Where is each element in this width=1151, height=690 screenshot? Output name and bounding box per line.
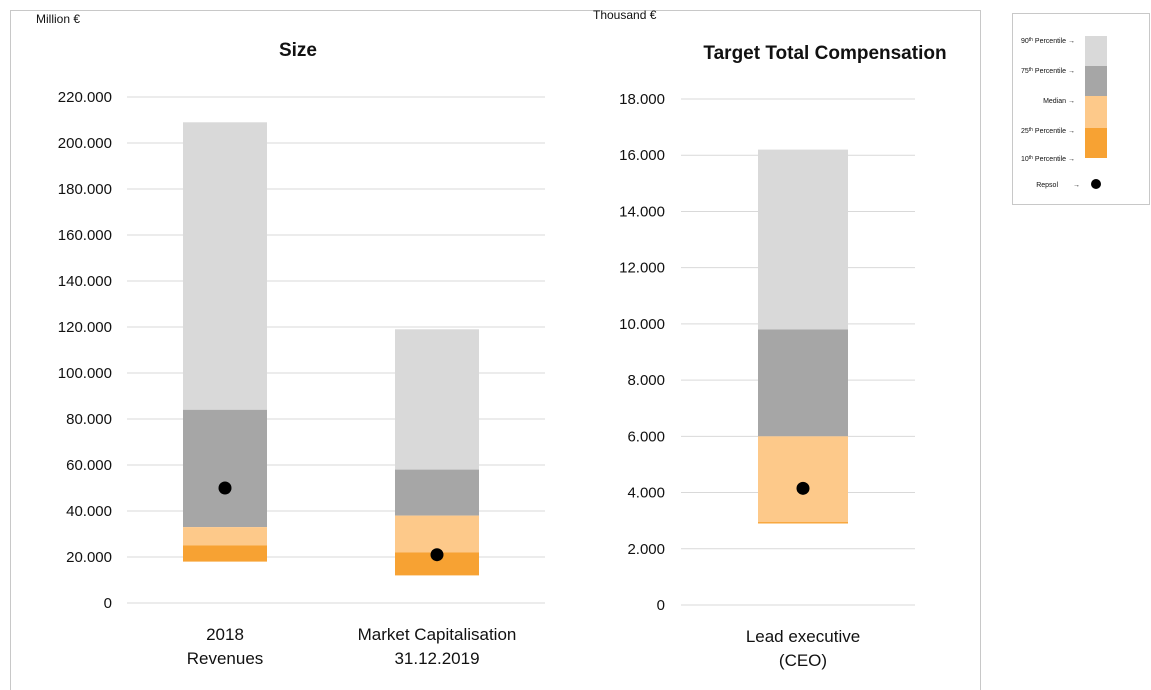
bar-median-p75-0-0 — [183, 409, 267, 528]
chart-title-0: Size — [279, 40, 317, 61]
y-tick-label-1-6: 12.000 — [619, 260, 665, 277]
legend-label-0: 90th Percentile → — [1021, 37, 1075, 45]
chart-title-1: Target Total Compensation — [703, 43, 946, 64]
bar-median-p75-0-1 — [395, 469, 479, 516]
category-label-1-0-0: Lead executive — [746, 627, 860, 646]
y-tick-label-0-4: 80.000 — [66, 411, 112, 428]
y-tick-label-0-8: 160.000 — [58, 227, 112, 244]
y-tick-label-0-9: 180.000 — [58, 181, 112, 198]
legend-swatch-0 — [1085, 36, 1107, 66]
y-tick-label-1-3: 6.000 — [627, 428, 665, 445]
y-tick-label-1-0: 0 — [657, 597, 665, 614]
y-tick-label-1-8: 16.000 — [619, 147, 665, 164]
bar-p25-median-1-0 — [758, 436, 848, 523]
legend-marker-label: Repsol — [1036, 182, 1058, 189]
y-tick-label-1-1: 2.000 — [627, 541, 665, 558]
y-tick-label-0-3: 60.000 — [66, 457, 112, 474]
legend-label-1: 75th Percentile → — [1021, 67, 1075, 75]
legend-marker-arrow: → — [1073, 182, 1080, 189]
legend-marker-dot — [1091, 179, 1101, 189]
bar-p25-median-0-0 — [183, 527, 267, 546]
category-label-0-0-0: 2018 — [206, 625, 244, 644]
repsol-marker-1-0 — [796, 481, 810, 495]
chart-frame — [10, 10, 981, 690]
y-tick-label-0-0: 0 — [104, 595, 112, 612]
y-tick-label-0-7: 140.000 — [58, 273, 112, 290]
y-axis-unit-1: Thousand € — [593, 8, 657, 22]
repsol-marker-0-1 — [430, 548, 444, 562]
legend-label-2: Median → — [1043, 98, 1075, 105]
y-tick-label-1-5: 10.000 — [619, 316, 665, 333]
legend-swatch-1 — [1085, 66, 1107, 96]
bar-p25-median-0-1 — [395, 515, 479, 553]
bar-median-p75-1-0 — [758, 329, 848, 437]
category-label-0-1-1: 31.12.2019 — [394, 649, 479, 668]
y-tick-label-0-1: 20.000 — [66, 549, 112, 566]
bar-p75-p90-1-0 — [758, 149, 848, 330]
repsol-marker-0-0 — [218, 481, 232, 495]
y-tick-label-1-4: 8.000 — [627, 372, 665, 389]
category-label-1-0-1: (CEO) — [779, 651, 827, 670]
bar-p10-p25-1-0 — [758, 522, 848, 524]
y-tick-label-1-9: 18.000 — [619, 91, 665, 108]
bar-p75-p90-0-1 — [395, 329, 479, 470]
y-tick-label-0-11: 220.000 — [58, 89, 112, 106]
y-tick-label-0-2: 40.000 — [66, 503, 112, 520]
category-label-0-1-0: Market Capitalisation — [358, 625, 517, 644]
legend-swatch-3 — [1085, 128, 1107, 158]
legend-label-3: 25th Percentile → — [1021, 127, 1075, 135]
y-tick-label-0-6: 120.000 — [58, 319, 112, 336]
legend-box — [1012, 13, 1150, 205]
y-tick-label-0-10: 200.000 — [58, 135, 112, 152]
bar-p10-p25-0-1 — [395, 552, 479, 576]
y-tick-label-1-2: 4.000 — [627, 485, 665, 502]
legend-label-4: 10th Percentile → — [1021, 155, 1075, 163]
bar-p10-p25-0-0 — [183, 545, 267, 562]
y-axis-unit-0: Million € — [36, 12, 80, 26]
legend-swatch-2 — [1085, 96, 1107, 128]
y-tick-label-1-7: 14.000 — [619, 203, 665, 220]
y-tick-label-0-5: 100.000 — [58, 365, 112, 382]
bar-p75-p90-0-0 — [183, 122, 267, 410]
category-label-0-0-1: Revenues — [187, 649, 264, 668]
